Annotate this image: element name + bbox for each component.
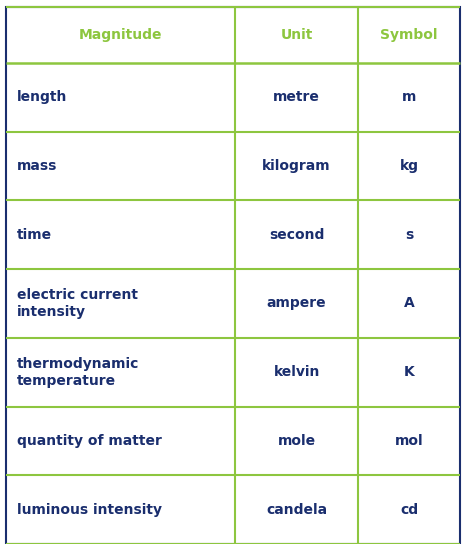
Text: second: second <box>269 228 324 242</box>
Text: mass: mass <box>17 159 57 173</box>
Text: mole: mole <box>278 434 316 448</box>
Text: candela: candela <box>266 503 327 517</box>
Text: electric current
intensity: electric current intensity <box>17 288 138 319</box>
Text: Unit: Unit <box>281 28 313 42</box>
Text: mol: mol <box>395 434 424 448</box>
Text: A: A <box>404 296 415 311</box>
Text: kg: kg <box>400 159 419 173</box>
Text: metre: metre <box>273 90 320 104</box>
Text: kelvin: kelvin <box>274 365 320 379</box>
Text: ampere: ampere <box>267 296 327 311</box>
Text: thermodynamic
temperature: thermodynamic temperature <box>17 357 139 387</box>
Text: K: K <box>404 365 415 379</box>
Text: time: time <box>17 228 52 242</box>
Text: quantity of matter: quantity of matter <box>17 434 162 448</box>
Text: Symbol: Symbol <box>381 28 438 42</box>
Text: m: m <box>402 90 417 104</box>
Text: length: length <box>17 90 68 104</box>
Text: s: s <box>405 228 413 242</box>
Text: luminous intensity: luminous intensity <box>17 503 162 517</box>
Text: cd: cd <box>400 503 418 517</box>
Text: kilogram: kilogram <box>262 159 331 173</box>
Text: Magnitude: Magnitude <box>79 28 162 42</box>
